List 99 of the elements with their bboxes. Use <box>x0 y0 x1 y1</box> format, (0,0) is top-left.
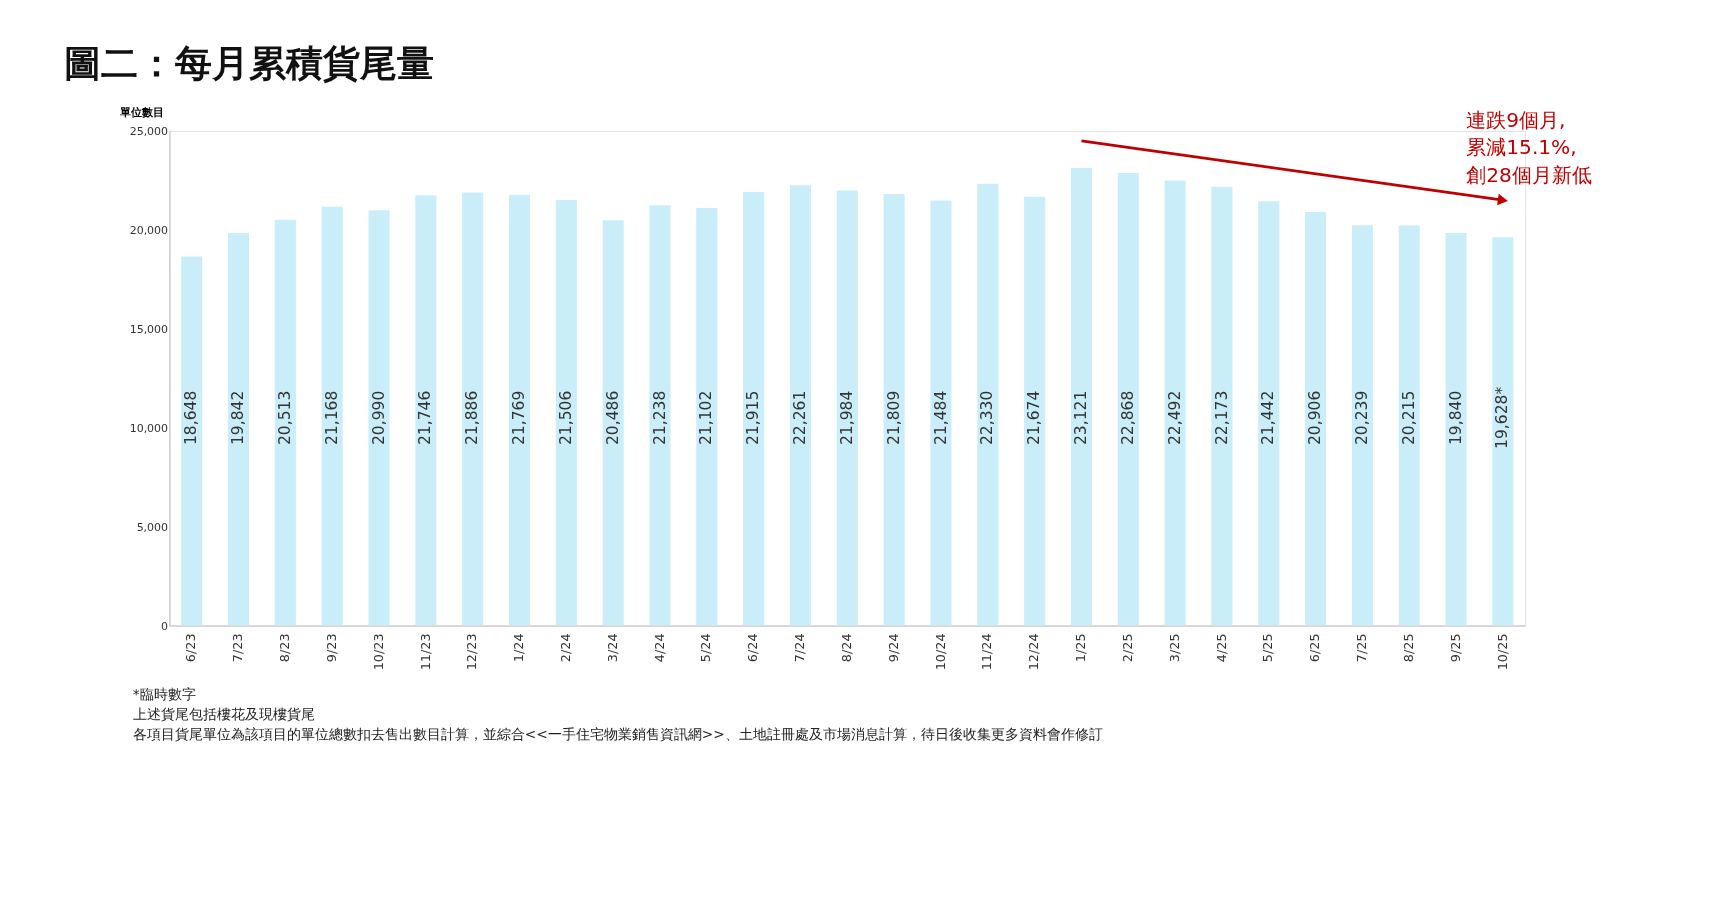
x-tick-label: 7/24 <box>792 633 808 663</box>
bar <box>1211 186 1233 626</box>
bar <box>274 219 296 626</box>
x-tick-label: 12/24 <box>1026 633 1042 671</box>
data-label: 21,769 <box>510 390 529 446</box>
x-tick-label: 4/24 <box>651 633 667 663</box>
data-label: 21,168 <box>322 390 341 446</box>
data-label: 21,238 <box>650 390 669 446</box>
data-label: 19,628* <box>1493 386 1512 449</box>
text: 上述貨尾包括樓花及現樓貨尾 <box>132 706 315 723</box>
x-tick-label: 5/25 <box>1260 633 1276 663</box>
x-tick-label: 3/25 <box>1166 633 1182 663</box>
bar <box>1070 168 1092 626</box>
x-tick-label: 4/25 <box>1213 633 1229 663</box>
data-label: 21,102 <box>697 390 716 446</box>
bar <box>1305 211 1327 626</box>
x-tick-label: 11/23 <box>417 633 433 671</box>
x-tick-label: 10/25 <box>1494 633 1510 671</box>
text: 各項目貨尾單位為該項目的單位總數扣去售出數目計算，並綜合<<一手住宅物業銷售資訊網>>、土地註冊處及市場消息計算，待日後收集更多資料會作修訂 <box>132 726 1103 743</box>
bar <box>1492 237 1514 626</box>
data-label: 21,886 <box>463 390 482 446</box>
x-tick-label: 11/24 <box>979 633 995 671</box>
chart-title: 圖二：每月累積貨尾量 <box>64 41 435 85</box>
x-tick-label: 10/24 <box>932 633 948 671</box>
x-tick-label: 6/25 <box>1307 633 1323 663</box>
bar <box>227 232 250 626</box>
data-label: 20,215 <box>1399 390 1418 446</box>
x-tick-label: 3/24 <box>604 633 620 663</box>
bar <box>1445 233 1467 626</box>
annotation: 連跌9個月, 累減15.1%, 創28個月新低 <box>1466 107 1592 187</box>
data-label: 20,239 <box>1352 390 1371 446</box>
data-label: 19,840 <box>1446 390 1465 446</box>
bar <box>883 194 905 626</box>
data-label: 22,261 <box>791 390 810 446</box>
x-tick-label: 10/23 <box>370 633 386 671</box>
data-label: 23,121 <box>1072 390 1091 446</box>
bar <box>1258 201 1280 626</box>
x-tick-label: 1/25 <box>1073 633 1089 663</box>
x-tick-label: 12/23 <box>464 633 480 671</box>
y-tick-label: 25,000 <box>129 125 169 139</box>
data-label: 18,648 <box>182 390 201 446</box>
y-tick-label: 5,000 <box>136 520 169 534</box>
bar <box>415 195 437 626</box>
data-label: 21,746 <box>416 390 435 446</box>
bar <box>1164 180 1186 626</box>
bar <box>321 206 343 626</box>
data-label: 21,674 <box>1025 390 1044 446</box>
data-label: 22,868 <box>1118 390 1137 446</box>
data-label: 19,842 <box>229 390 248 446</box>
x-tick-label: 2/24 <box>557 633 573 663</box>
bar <box>1117 173 1139 626</box>
x-tick-label: 6/24 <box>745 633 761 663</box>
data-label: 21,506 <box>556 390 575 446</box>
data-label: 20,486 <box>603 390 622 446</box>
bar <box>368 210 390 626</box>
x-tick-label: 8/24 <box>838 633 854 663</box>
data-label: 21,984 <box>837 390 856 446</box>
y-tick-label: 10,000 <box>129 421 169 435</box>
bar <box>508 194 531 626</box>
y-axis-title: 單位數目 <box>118 105 164 119</box>
x-tick-label: 8/23 <box>277 633 293 663</box>
bar <box>462 192 484 626</box>
bar <box>977 183 999 626</box>
bar <box>602 220 624 626</box>
bar <box>181 256 203 626</box>
data-label: 20,990 <box>369 390 388 446</box>
bar <box>743 191 765 626</box>
x-tick-label: 6/23 <box>183 633 199 663</box>
data-label: 21,809 <box>884 390 903 446</box>
bar <box>555 200 577 626</box>
x-tick-label: 7/25 <box>1354 633 1370 663</box>
x-tick-label: 7/23 <box>230 633 246 663</box>
data-label: 22,330 <box>978 390 997 446</box>
x-tick-label: 9/23 <box>323 633 339 663</box>
bar <box>930 200 952 626</box>
x-tick-label: 9/24 <box>885 633 901 663</box>
data-label: 20,513 <box>275 390 294 446</box>
y-tick-label: 0 <box>161 619 169 633</box>
x-tick-label: 5/24 <box>698 633 714 663</box>
x-tick-label: 1/24 <box>511 633 527 663</box>
data-label: 20,906 <box>1306 390 1325 446</box>
bar <box>789 185 812 626</box>
data-label: 21,915 <box>744 390 763 446</box>
bar <box>1024 196 1046 626</box>
bar <box>1351 225 1373 626</box>
data-label: 21,484 <box>931 390 950 446</box>
x-tick-label: 8/25 <box>1400 633 1416 663</box>
bar <box>649 205 671 626</box>
bar <box>836 190 858 626</box>
text: *臨時數字 <box>132 685 196 702</box>
data-label: 22,492 <box>1165 390 1184 446</box>
y-tick-label: 15,000 <box>129 322 169 336</box>
x-tick-label: 2/25 <box>1119 633 1135 663</box>
x-tick-label: 9/25 <box>1447 633 1463 663</box>
data-label: 22,173 <box>1212 390 1231 446</box>
y-tick-label: 20,000 <box>129 223 169 237</box>
bar <box>1398 225 1420 626</box>
bar <box>696 208 718 626</box>
data-label: 21,442 <box>1259 390 1278 446</box>
